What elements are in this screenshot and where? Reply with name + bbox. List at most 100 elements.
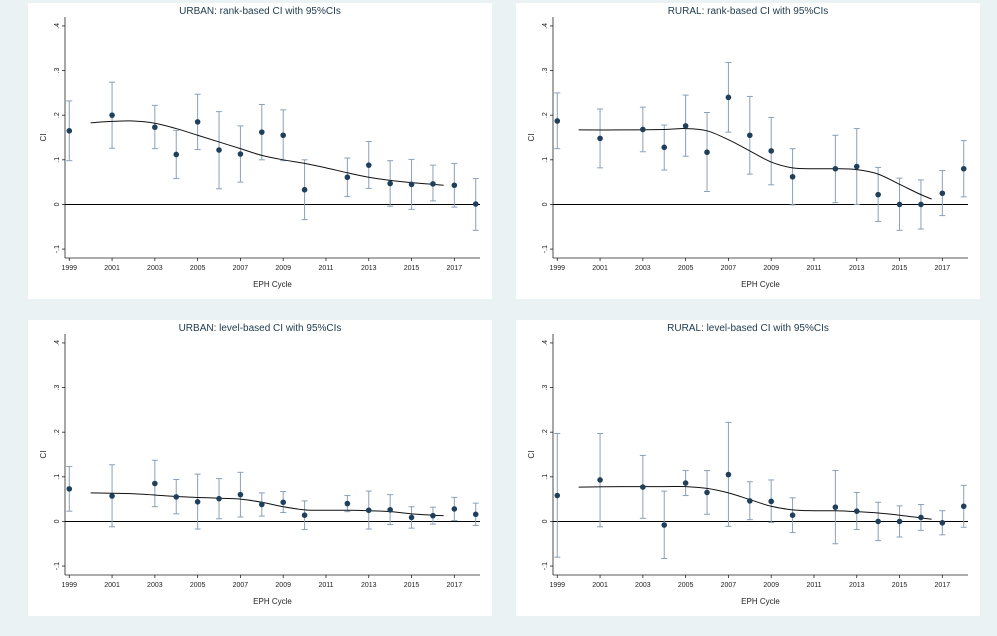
- y-axis-label: CI: [527, 451, 536, 459]
- x-tick-label: 2001: [104, 265, 120, 272]
- ci-point: [259, 129, 265, 135]
- ci-point: [259, 501, 265, 508]
- ci-point: [960, 503, 967, 510]
- x-tick-label: 2009: [763, 265, 779, 272]
- ci-point: [430, 512, 436, 519]
- chart-panel: RURAL: level-based CI with 95%CIs -.1 0 .1.…: [516, 320, 980, 616]
- ci-point: [918, 514, 924, 521]
- ci-point: [875, 191, 881, 198]
- ci-point: [939, 519, 946, 526]
- y-tick-label: .1: [542, 474, 549, 480]
- y-tick-label: .3: [54, 68, 61, 74]
- y-tick-label: .4: [542, 23, 549, 29]
- y-tick-label: -.1: [542, 562, 549, 570]
- y-tick-label: .4: [54, 23, 61, 29]
- chart-title: RURAL: rank-based CI with 95%CIs: [668, 6, 829, 17]
- ci-point: [237, 151, 244, 157]
- ci-point: [554, 492, 561, 499]
- y-tick-label: .2: [542, 112, 549, 118]
- y-tick-label: -.1: [542, 245, 549, 253]
- chart-title: URBAN: rank-based CI with 95%CIs: [179, 6, 341, 17]
- chart-title: RURAL: level-based CI with 95%CIs: [667, 323, 829, 334]
- fit-line: [90, 120, 444, 186]
- x-tick-label: 2015: [404, 582, 420, 589]
- y-tick-label: 0: [542, 202, 549, 206]
- x-axis-label: EPH Cycle: [741, 597, 780, 606]
- ci-point: [365, 162, 372, 168]
- ci-point: [451, 182, 458, 189]
- ci-point: [896, 201, 903, 208]
- ci-point: [109, 493, 115, 499]
- y-tick-label: 0: [542, 519, 549, 523]
- ci-point: [661, 522, 668, 528]
- ci-point: [789, 512, 796, 518]
- x-tick-label: 2003: [635, 265, 651, 272]
- ci-point: [704, 149, 710, 156]
- x-axis-label: EPH Cycle: [741, 280, 780, 289]
- x-tick-label: 2001: [592, 265, 608, 272]
- panel-background: [28, 320, 492, 616]
- y-tick-label: 0: [54, 519, 61, 523]
- ci-point: [640, 484, 646, 490]
- ci-point: [152, 124, 158, 131]
- y-tick-label: .2: [54, 429, 61, 435]
- ci-point: [194, 499, 201, 505]
- y-tick-label: 0: [54, 202, 61, 206]
- ci-point: [789, 173, 796, 180]
- x-axis-label: EPH Cycle: [253, 597, 292, 606]
- ci-point: [682, 480, 689, 486]
- ci-point: [704, 489, 710, 496]
- ci-point: [387, 507, 393, 513]
- x-tick-label: 2015: [404, 265, 420, 272]
- x-tick-label: 2015: [892, 265, 908, 272]
- x-tick-label: 2011: [806, 582, 821, 589]
- ci-point: [430, 181, 436, 187]
- ci-point: [682, 123, 689, 129]
- x-tick-label: 2005: [678, 265, 694, 272]
- ci-point: [216, 495, 222, 502]
- ci-point: [597, 477, 603, 483]
- ci-point: [832, 504, 839, 510]
- y-axis-label: CI: [39, 134, 48, 142]
- y-tick-label: .3: [542, 385, 549, 391]
- ci-point: [173, 494, 180, 500]
- y-tick-label: -.1: [54, 562, 61, 570]
- y-tick-label: .4: [542, 340, 549, 346]
- x-tick-label: 2005: [190, 582, 206, 589]
- ci-point: [152, 480, 158, 487]
- x-tick-label: 2011: [318, 582, 333, 589]
- x-tick-label: 2007: [233, 265, 249, 272]
- x-tick-label: 2013: [361, 265, 377, 272]
- x-tick-label: 1999: [549, 265, 565, 272]
- x-tick-label: 2013: [849, 265, 865, 272]
- x-tick-label: 2009: [275, 265, 291, 272]
- y-tick-label: .2: [542, 429, 549, 435]
- y-tick-label: .1: [54, 474, 61, 480]
- x-tick-label: 2007: [233, 582, 249, 589]
- x-tick-label: 1999: [61, 582, 77, 589]
- ci-point: [747, 498, 753, 504]
- ci-point: [832, 165, 839, 172]
- panel-background: [28, 3, 492, 299]
- x-axis-label: EPH Cycle: [253, 280, 292, 289]
- x-tick-label: 2011: [318, 265, 333, 272]
- y-tick-label: .4: [54, 340, 61, 346]
- x-tick-label: 1999: [549, 582, 565, 589]
- ci-point: [554, 118, 561, 124]
- x-tick-label: 2005: [190, 265, 206, 272]
- panel-background: [516, 320, 980, 616]
- chart-panel: URBAN: rank-based CI with 95%CIs -.1 0 .1 .2…: [28, 3, 492, 299]
- ci-point: [387, 180, 393, 187]
- x-tick-label: 2005: [678, 582, 694, 589]
- x-tick-label: 2003: [147, 582, 163, 589]
- ci-point: [344, 174, 351, 181]
- y-tick-label: .1: [542, 157, 549, 163]
- x-tick-label: 2013: [849, 582, 865, 589]
- y-axis-label: CI: [527, 134, 536, 142]
- ci-point: [472, 201, 479, 207]
- x-tick-label: 2017: [935, 265, 951, 272]
- ci-point: [408, 514, 415, 521]
- ci-point: [109, 112, 115, 118]
- x-tick-label: 2011: [806, 265, 821, 272]
